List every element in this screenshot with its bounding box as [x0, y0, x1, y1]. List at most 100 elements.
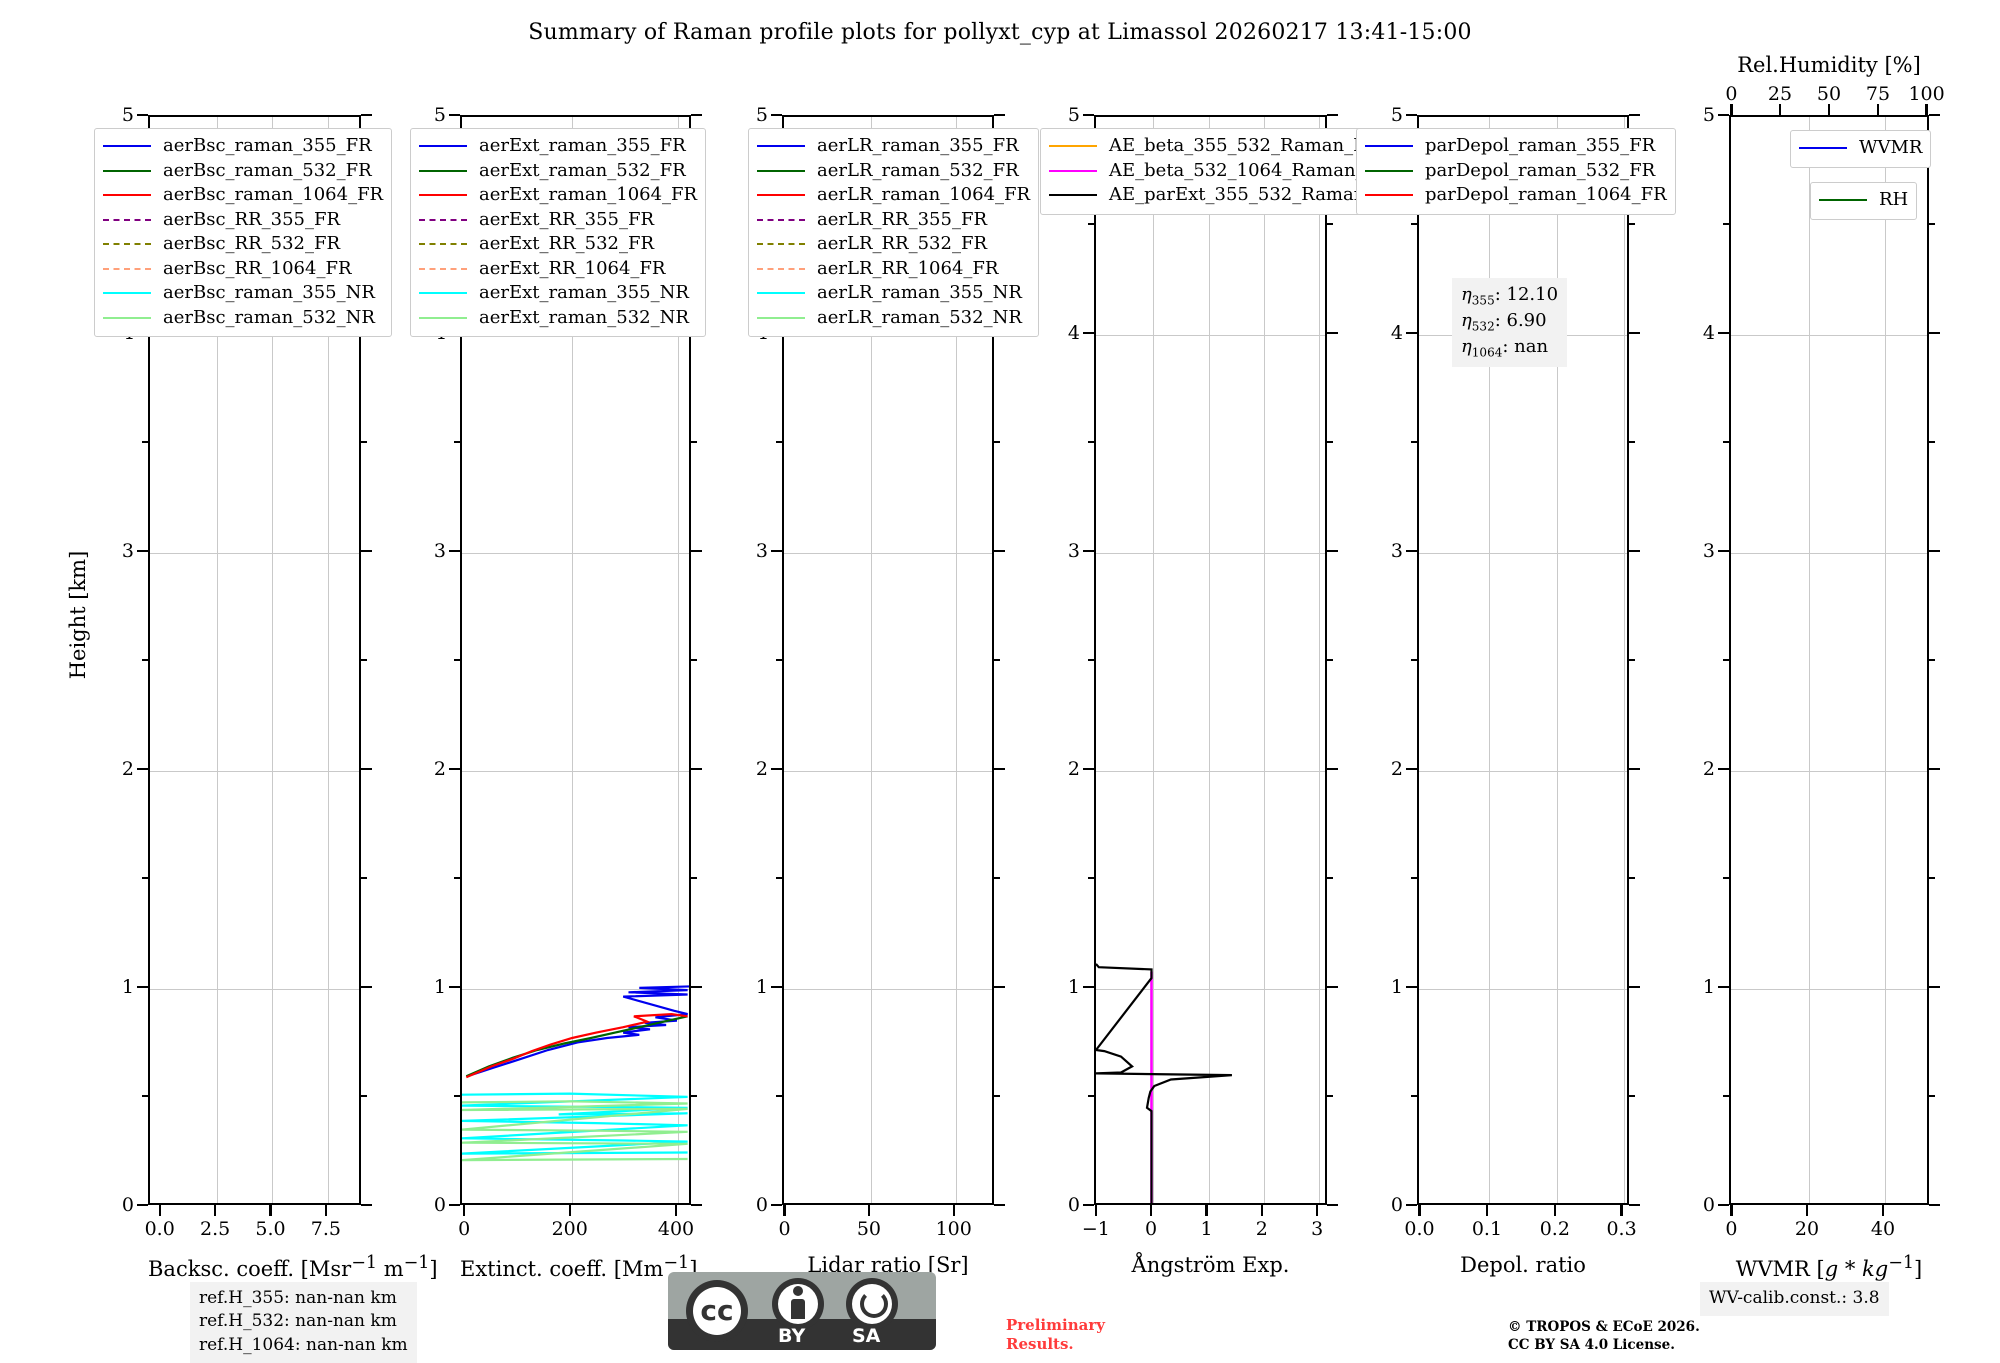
series-line	[462, 1092, 688, 1155]
y-axis-tick	[1629, 985, 1640, 989]
y-axis-tick-label: 2	[1067, 758, 1080, 780]
legend-label: aerLR_raman_532_FR	[817, 159, 1019, 181]
copyright-line-1: © TROPOS & ECoE 2026.	[1508, 1319, 1700, 1335]
y-axis-tick	[449, 1203, 460, 1207]
ref-h-1064: ref.H_1064: nan-nan km	[199, 1334, 408, 1355]
y-axis-tick	[1929, 331, 1940, 335]
series-line	[465, 1012, 688, 1079]
axis-title-wvmr: WVMR [g * kg−1]	[1735, 1253, 1923, 1281]
y-axis-minor-tick	[1327, 659, 1333, 661]
y-axis-minor-tick	[1411, 441, 1417, 443]
plot-area-wvmr[interactable]	[1729, 115, 1929, 1205]
eta-355-subscript: 355	[1471, 293, 1495, 308]
y-axis-tick	[994, 985, 1005, 989]
legend-line-swatch	[757, 267, 805, 270]
y-axis-minor-tick	[1629, 659, 1635, 661]
legend-entry: aerExt_RR_532_FR	[419, 232, 697, 257]
y-axis-tick	[449, 549, 460, 553]
top-x-axis-tick	[1876, 104, 1880, 115]
y-axis-tick	[1327, 1203, 1338, 1207]
plot-area-angstrom[interactable]	[1094, 115, 1327, 1205]
y-axis-tick	[1929, 1203, 1940, 1207]
legend-label: aerExt_RR_532_FR	[479, 233, 655, 255]
legend-box-depol-ratio[interactable]: parDepol_raman_355_FR parDepol_raman_532_…	[1356, 128, 1676, 215]
y-axis-tick	[1629, 331, 1640, 335]
gridline-vertical	[1208, 117, 1210, 1203]
legend-box-lidar-ratio[interactable]: aerLR_raman_355_FR aerLR_raman_532_FR aerL…	[748, 128, 1040, 337]
x-axis-tick	[1485, 1205, 1489, 1216]
gridline-vertical	[677, 117, 679, 1203]
legend-entry: aerBsc_raman_532_NR	[103, 306, 383, 331]
gridline-vertical	[870, 117, 872, 1203]
legend-label: aerBsc_raman_355_NR	[163, 282, 375, 304]
y-axis-minor-tick	[1929, 877, 1935, 879]
eta-1064-row: η1064: nan	[1461, 335, 1558, 361]
y-axis-minor-tick	[1929, 223, 1935, 225]
y-axis-tick	[1327, 331, 1338, 335]
gridline-vertical	[955, 117, 957, 1203]
y-axis-tick-label: 2	[121, 758, 134, 780]
legend-entry: aerExt_raman_355_FR	[419, 134, 697, 159]
y-axis-minor-tick	[142, 877, 148, 879]
legend-box-rh[interactable]: RH	[1810, 182, 1918, 220]
x-axis-tick	[1620, 1205, 1623, 1216]
x-axis-tick-label: 40	[1870, 1218, 1896, 1240]
legend-label: aerExt_raman_355_FR	[479, 135, 686, 157]
legend-box-wvmr[interactable]: WVMR	[1790, 130, 1932, 168]
y-axis-tick-label: 3	[1067, 540, 1080, 562]
legend-label: aerBsc_RR_1064_FR	[163, 257, 352, 279]
y-axis-minor-tick	[1411, 659, 1417, 661]
y-axis-minor-tick	[1088, 223, 1094, 225]
data-curves-extinction	[462, 985, 689, 1162]
legend-line-swatch	[757, 316, 805, 319]
y-axis-tick-label: 2	[755, 758, 768, 780]
legend-entry: aerLR_raman_355_FR	[757, 134, 1030, 159]
y-axis-minor-tick	[1411, 223, 1417, 225]
legend-box-extinction[interactable]: aerExt_raman_355_FR aerExt_raman_532_FR ae…	[410, 128, 707, 337]
legend-line-swatch	[1365, 145, 1413, 148]
y-axis-tick	[691, 985, 702, 989]
legend-entry: aerLR_RR_355_FR	[757, 208, 1030, 233]
eta-symbol: η	[1461, 336, 1472, 358]
x-axis-tick-label: 0.3	[1606, 1218, 1637, 1240]
x-axis-tick	[462, 1205, 466, 1216]
gridline-horizontal	[462, 771, 689, 772]
x-axis-tick-label: 0.1	[1471, 1218, 1503, 1240]
x-axis-tick-label: 2	[1255, 1218, 1268, 1240]
eta-355-row: η355: 12.10	[1461, 283, 1558, 309]
x-axis-tick-label: 0.0	[1404, 1218, 1435, 1240]
legend-label: aerLR_raman_532_NR	[817, 306, 1022, 328]
x-axis-tick	[1418, 1205, 1421, 1216]
gridline-vertical	[1623, 117, 1625, 1203]
cc-license-logo: cc BY SA	[668, 1272, 936, 1350]
y-axis-tick	[1327, 985, 1338, 989]
gridline-vertical	[1556, 117, 1558, 1203]
y-axis-minor-tick	[776, 1095, 782, 1097]
y-axis-tick	[1406, 549, 1417, 553]
x-axis-tick-label: 1	[1200, 1218, 1213, 1240]
legend-box-backscatter[interactable]: aerBsc_raman_355_FR aerBsc_raman_532_FR ae…	[94, 128, 393, 337]
gridline-horizontal	[1419, 989, 1627, 990]
x-axis-tick	[1805, 1205, 1809, 1216]
legend-line-swatch	[419, 218, 467, 221]
legend-box-angstrom[interactable]: AE_beta_355_532_Raman_FR AE_beta_532_1064…	[1040, 128, 1410, 215]
y-axis-minor-tick	[1411, 1095, 1417, 1097]
y-axis-minor-tick	[1327, 1095, 1333, 1097]
x-axis-tick	[867, 1205, 871, 1216]
y-axis-tick	[1406, 331, 1417, 335]
y-axis-tick	[449, 113, 460, 117]
y-axis-tick	[771, 549, 782, 553]
legend-label: aerLR_RR_1064_FR	[817, 257, 999, 279]
y-axis-tick	[691, 767, 702, 771]
wv-calib-annotation-box: WV-calib.const.: 3.8	[1700, 1282, 1889, 1317]
y-axis-tick	[1718, 549, 1729, 553]
y-axis-tick-label: 3	[1390, 540, 1403, 562]
y-axis-minor-tick	[1629, 223, 1635, 225]
y-axis-tick	[1406, 767, 1417, 771]
y-axis-minor-tick	[1723, 223, 1729, 225]
y-axis-tick	[361, 1203, 372, 1207]
y-axis-tick	[1718, 113, 1729, 117]
y-axis-minor-tick	[1723, 659, 1729, 661]
legend-line-swatch	[419, 267, 467, 270]
legend-label: aerBsc_raman_532_FR	[163, 159, 372, 181]
